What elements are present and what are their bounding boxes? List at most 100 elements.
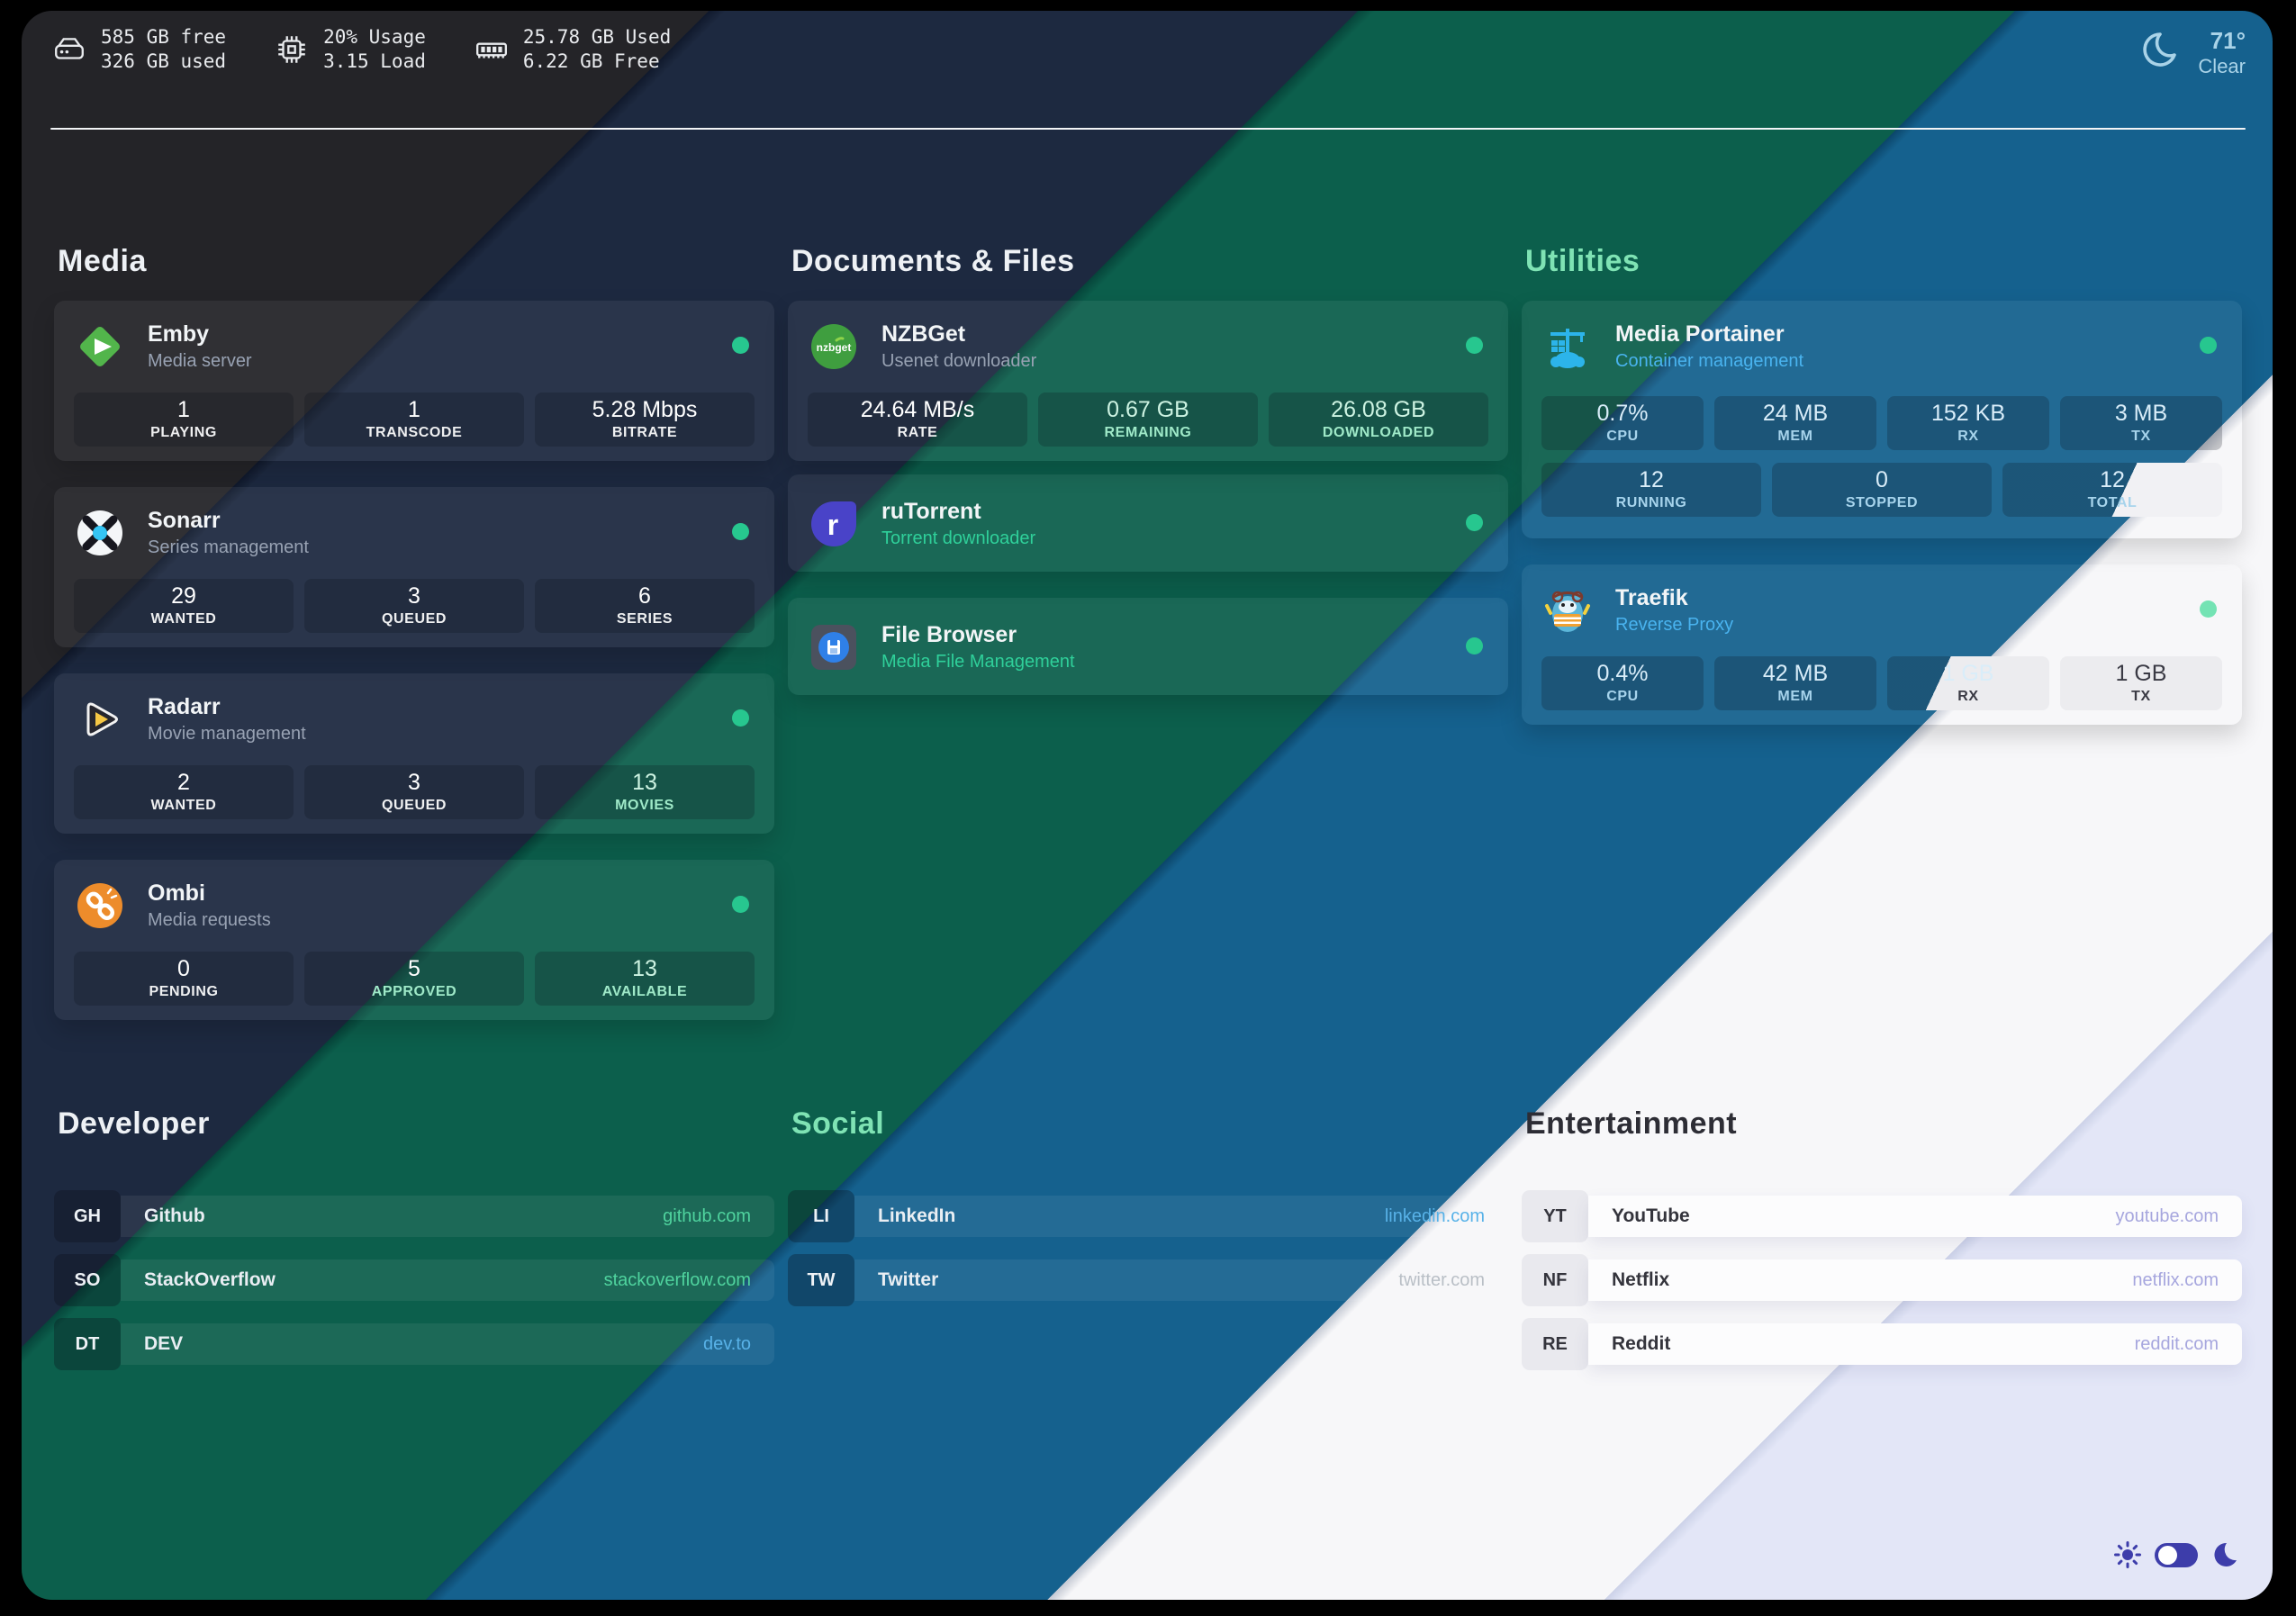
service-name: Emby	[148, 321, 210, 347]
stat-rx: 1 GB RX	[1887, 656, 2049, 710]
service-card-traefik[interactable]: Traefik Reverse Proxy 0.4% CPU 42 MB MEM 1…	[1522, 564, 2242, 725]
link-tag: GH	[54, 1190, 121, 1242]
filebrowser-icon	[809, 623, 858, 672]
status-dot	[2200, 600, 2217, 618]
stats-row: 0 PENDING 5 APPROVED 13 AVAILABLE	[74, 952, 755, 1006]
service-subtitle: Torrent downloader	[881, 528, 1036, 548]
link-stackoverflow[interactable]: SO StackOverflow stackoverflow.com	[54, 1254, 774, 1306]
divider	[50, 128, 2246, 130]
service-name: NZBGet	[881, 321, 966, 347]
link-tag: TW	[788, 1254, 854, 1306]
link-sections: Developer GH Github github.com SO StackO…	[54, 1106, 2242, 1382]
link-linkedin[interactable]: LI LinkedIn linkedin.com	[788, 1190, 1508, 1242]
stat-bitrate: 5.28 Mbps BITRATE	[535, 393, 755, 447]
stat-stopped: 0 STOPPED	[1772, 463, 1992, 517]
section-title: Social	[791, 1106, 885, 1141]
cpu-icon	[275, 32, 309, 67]
service-card-portainer[interactable]: Media Portainer Container management 0.7…	[1522, 301, 2242, 538]
link-netflix[interactable]: NF Netflix netflix.com	[1522, 1254, 2242, 1306]
stat-mem: 24 MB MEM	[1714, 396, 1876, 450]
link-name: Reddit	[1612, 1333, 1671, 1354]
cpu-metric: 20% Usage 3.15 Load	[275, 25, 426, 74]
stat-total: 12 TOTAL	[2002, 463, 2222, 517]
stat-rx: 152 KB RX	[1887, 396, 2049, 450]
theme-switch[interactable]	[2155, 1542, 2198, 1567]
link-twitter[interactable]: TW Twitter twitter.com	[788, 1254, 1508, 1306]
traefik-icon	[1543, 586, 1592, 635]
memory-metric-text: 25.78 GB Used 6.22 GB Free	[522, 26, 672, 72]
link-reddit[interactable]: RE Reddit reddit.com	[1522, 1318, 2242, 1370]
service-card-filebrowser[interactable]: File Browser Media File Management	[788, 598, 1508, 695]
link-url: twitter.com	[1398, 1269, 1485, 1290]
service-name: Ombi	[148, 880, 205, 906]
link-name: Github	[144, 1205, 205, 1226]
section-title: Entertainment	[1525, 1106, 1738, 1141]
link-tag: SO	[54, 1254, 121, 1306]
section-developer: Developer GH Github github.com SO StackO…	[54, 1106, 774, 1382]
service-subtitle: Media requests	[148, 910, 271, 930]
status-dot	[1466, 637, 1483, 655]
svg-text:nzbget: nzbget	[817, 341, 852, 354]
status-dot	[1466, 514, 1483, 531]
stat-series: 6 SERIES	[535, 579, 755, 633]
link-main: StackOverflow stackoverflow.com	[121, 1259, 774, 1301]
radarr-icon	[76, 695, 124, 744]
link-name: Twitter	[878, 1269, 939, 1290]
service-subtitle: Reverse Proxy	[1615, 615, 1734, 635]
service-card-rutorrent[interactable]: r ruTorrent Torrent downloader	[788, 474, 1508, 572]
memory-icon	[475, 32, 509, 67]
moon-icon-toggle[interactable]	[2211, 1541, 2238, 1568]
moon-icon	[2138, 30, 2182, 77]
link-dev[interactable]: DT DEV dev.to	[54, 1318, 774, 1370]
service-card-radarr[interactable]: Radarr Movie management 2 WANTED 3 QUEUED …	[54, 673, 774, 834]
link-url: netflix.com	[2132, 1269, 2219, 1290]
service-card-emby[interactable]: Emby Media server 1 PLAYING 1 TRANSCODE 5.…	[54, 301, 774, 461]
link-url: youtube.com	[2115, 1205, 2219, 1226]
section-title: Utilities	[1525, 244, 1641, 278]
service-card-nzbget[interactable]: nzbget NZBGet Usenet downloader 24.64 MB…	[788, 301, 1508, 461]
stat-tx: 3 MB TX	[2060, 396, 2222, 450]
stat-wanted: 29 WANTED	[74, 579, 294, 633]
stat-queued: 3 QUEUED	[304, 579, 524, 633]
stat-pending: 0 PENDING	[74, 952, 294, 1006]
service-name: Sonarr	[148, 508, 221, 533]
stat-approved: 5 APPROVED	[304, 952, 524, 1006]
status-dot	[1466, 337, 1483, 354]
weather-widget: 71° Clear	[2138, 27, 2246, 79]
service-card-sonarr[interactable]: Sonarr Series management 29 WANTED 3 QUEUE…	[54, 487, 774, 647]
stat-rate: 24.64 MB/s RATE	[808, 393, 1027, 447]
section-title: Developer	[58, 1106, 210, 1141]
emby-icon	[76, 322, 124, 371]
status-dot	[732, 896, 749, 913]
service-subtitle: Movie management	[148, 724, 306, 744]
link-main: Reddit reddit.com	[1588, 1323, 2242, 1365]
sun-icon[interactable]	[2114, 1541, 2141, 1568]
service-name: File Browser	[881, 622, 1017, 647]
disk-metric: 585 GB free 326 GB used	[52, 25, 226, 74]
stats-row: 1 PLAYING 1 TRANSCODE 5.28 Mbps BITRATE	[74, 393, 755, 447]
service-subtitle: Usenet downloader	[881, 351, 1037, 371]
stat-available: 13 AVAILABLE	[535, 952, 755, 1006]
service-name: ruTorrent	[881, 499, 981, 524]
link-url: reddit.com	[2134, 1333, 2219, 1354]
link-name: DEV	[144, 1333, 184, 1354]
hard-drive-icon	[52, 32, 86, 67]
service-card-ombi[interactable]: Ombi Media requests 0 PENDING 5 APPROVED 1…	[54, 860, 774, 1020]
cpu-metric-text: 20% Usage 3.15 Load	[323, 26, 426, 72]
link-github[interactable]: GH Github github.com	[54, 1190, 774, 1242]
stat-downloaded: 26.08 GB DOWNLOADED	[1269, 393, 1488, 447]
service-name: Media Portainer	[1615, 321, 1785, 347]
link-youtube[interactable]: YT YouTube youtube.com	[1522, 1190, 2242, 1242]
stats-row-containers: 12 RUNNING 0 STOPPED 12 TOTAL	[1541, 463, 2222, 517]
stat-wanted: 2 WANTED	[74, 765, 294, 819]
link-url: stackoverflow.com	[603, 1269, 751, 1290]
link-main: DEV dev.to	[121, 1323, 774, 1365]
stat-playing: 1 PLAYING	[74, 393, 294, 447]
stat-mem: 42 MB MEM	[1714, 656, 1876, 710]
section-entertainment: Entertainment YT YouTube youtube.com NF …	[1522, 1106, 2242, 1382]
section-title: Media	[58, 244, 147, 278]
stats-row: 29 WANTED 3 QUEUED 6 SERIES	[74, 579, 755, 633]
link-url: linkedin.com	[1384, 1205, 1485, 1226]
disk-metric-text: 585 GB free 326 GB used	[101, 26, 227, 72]
link-main: Twitter twitter.com	[854, 1259, 1508, 1301]
